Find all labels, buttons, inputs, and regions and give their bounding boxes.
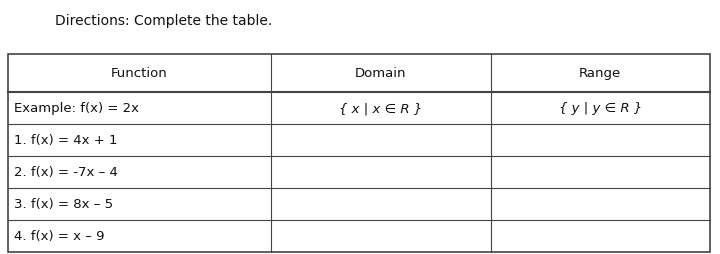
Text: 2. f(x) = -7x – 4: 2. f(x) = -7x – 4	[14, 166, 118, 179]
Text: 3. f(x) = 8x – 5: 3. f(x) = 8x – 5	[14, 198, 113, 211]
Text: { x | x ∈ R }: { x | x ∈ R }	[339, 102, 423, 115]
Text: Directions: Complete the table.: Directions: Complete the table.	[55, 14, 272, 28]
Text: Function: Function	[112, 67, 168, 80]
Text: Range: Range	[579, 67, 621, 80]
Text: 4. f(x) = x – 9: 4. f(x) = x – 9	[14, 230, 104, 243]
Text: 1. f(x) = 4x + 1: 1. f(x) = 4x + 1	[14, 134, 117, 147]
Text: Domain: Domain	[355, 67, 407, 80]
Bar	[8, 55, 710, 252]
Text: { y | y ∈ R }: { y | y ∈ R }	[559, 102, 642, 115]
Text: Example: f(x) = 2x: Example: f(x) = 2x	[14, 102, 139, 115]
